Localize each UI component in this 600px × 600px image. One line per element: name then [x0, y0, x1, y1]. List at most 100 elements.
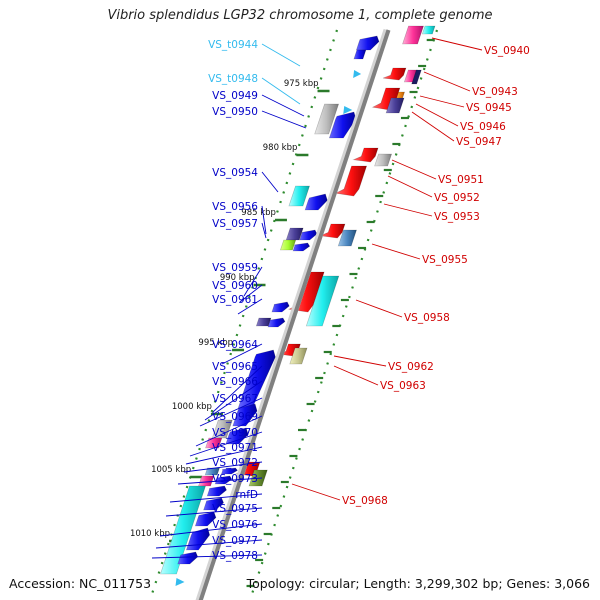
trna-feature	[343, 106, 353, 114]
kbp-tick-label: 975 kbp	[284, 79, 319, 89]
map-title: Vibrio splendidus LGP32 chromosome 1, co…	[107, 8, 493, 23]
label-leader-line	[431, 37, 483, 51]
gene-forward	[334, 165, 368, 197]
gene-label-left[interactable]: rnfD	[235, 489, 258, 501]
gene-reverse	[288, 185, 310, 207]
label-leader-line	[183, 461, 263, 473]
gene-label-left[interactable]: VS_0967	[212, 393, 258, 405]
label-leader-line	[291, 483, 341, 501]
label-leader-line	[237, 298, 263, 315]
kbp-ticks: 975 kbp 980 kbp 985 kbp 990 kbp 995 kbp 1000 …	[130, 38, 435, 588]
gene-label-right[interactable]: VS_0947	[456, 136, 502, 148]
label-leader-line	[415, 103, 459, 127]
gene-label-right[interactable]: VS_0962	[388, 361, 434, 373]
label-leader-line	[261, 110, 307, 129]
label-leader-line	[243, 266, 263, 297]
label-leader-line	[391, 159, 437, 180]
gene-label-left[interactable]: VS_0961	[212, 294, 258, 306]
gene-label-left[interactable]: VS_0975	[212, 503, 258, 515]
gene-forward	[421, 25, 436, 35]
trna-feature	[353, 70, 362, 78]
gene-label-right[interactable]: VS_0955	[422, 254, 468, 266]
trna-feature	[175, 578, 185, 586]
gene-reverse	[279, 239, 297, 251]
label-leader-line	[199, 397, 263, 427]
gene-label-left[interactable]: VS_0970	[212, 427, 258, 439]
label-leader-line	[411, 111, 455, 142]
label-leader-line	[151, 554, 263, 559]
gene-label-right[interactable]: VS_0946	[460, 121, 506, 133]
gene-label-left[interactable]: VS_0977	[212, 535, 258, 547]
label-leader-line	[383, 203, 433, 217]
gene-label-left[interactable]: VS_0959	[212, 262, 258, 274]
gene-reverse	[355, 35, 380, 51]
gene-label-left[interactable]: VS_0956	[212, 201, 258, 213]
kbp-tick-label: 995 kbp	[198, 338, 233, 348]
label-leader-line	[333, 355, 387, 367]
label-leader-line	[261, 77, 301, 105]
label-leader-line	[261, 205, 267, 235]
gene-forward	[411, 69, 422, 85]
gene-label-left[interactable]: VS_0973	[212, 473, 258, 485]
gene-label-left[interactable]: VS_0971	[212, 442, 258, 454]
label-leader-line	[261, 222, 267, 239]
gene-label-right[interactable]: VS_0943	[472, 86, 518, 98]
gene-reverse	[237, 349, 276, 409]
gene-label-left[interactable]: VS_0960	[212, 280, 258, 292]
label-leader-line	[165, 507, 263, 517]
gene-label-right[interactable]: VS_0968	[342, 495, 388, 507]
label-leader-line	[261, 94, 305, 117]
gene-label-right[interactable]: VS_0945	[466, 102, 512, 114]
label-leader-line	[333, 365, 379, 386]
gene-label-left[interactable]: VS_0964	[212, 339, 258, 351]
gene-reverse	[160, 485, 206, 575]
label-leader-line	[261, 171, 279, 193]
genome-backbone-core	[198, 29, 391, 600]
gene-label-left[interactable]: VS_0957	[212, 218, 258, 230]
gene-label-left[interactable]: VS_0966	[212, 376, 258, 388]
gene-label-right[interactable]: VS_0963	[380, 380, 426, 392]
gene-reverse	[203, 497, 224, 511]
label-leaders	[151, 37, 483, 559]
gene-reverse	[271, 301, 290, 313]
gene-label-left[interactable]: VS_0965	[212, 361, 258, 373]
gene-label-right[interactable]: VS_0940	[484, 45, 530, 57]
gene-label-left[interactable]: VS_0950	[212, 106, 258, 118]
label-leader-line	[177, 477, 263, 485]
gene-forward	[305, 275, 340, 327]
topology-text: Topology: circular; Length: 3,299,302 bp…	[246, 576, 590, 591]
gene-label-left[interactable]: VS_0978	[212, 550, 258, 562]
label-leader-line	[212, 365, 263, 413]
gene-label-left[interactable]: VS_0969	[212, 411, 258, 423]
label-leader-line	[387, 175, 433, 198]
gene-label-right[interactable]: VS_0953	[434, 211, 480, 223]
gene-forward	[374, 153, 392, 167]
gene-label-left[interactable]: VS_0972	[212, 457, 258, 469]
label-leader-line	[159, 523, 263, 537]
gene-reverse	[194, 511, 217, 527]
gene-label-left[interactable]: VS_t0948	[208, 73, 258, 85]
gene-label-right[interactable]: VS_0952	[434, 192, 480, 204]
gene-reverse	[221, 467, 238, 475]
gene-label-right[interactable]: VS_0958	[404, 312, 450, 324]
gene-label-left[interactable]: VS_t0944	[208, 39, 258, 51]
label-leader-line	[204, 380, 263, 421]
label-leader-line	[423, 71, 471, 92]
gene-forward	[337, 229, 357, 247]
gene-features	[160, 25, 436, 586]
gene-forward	[385, 97, 405, 114]
label-leader-line	[221, 343, 263, 365]
label-leader-line	[189, 431, 263, 457]
gene-reverse	[314, 103, 339, 135]
gene-reverse	[267, 317, 286, 328]
gene-label-left[interactable]: VS_0954	[212, 167, 258, 179]
kbp-tick-label: 980 kbp	[263, 143, 298, 153]
kbp-tick-label: 985 kbp	[241, 208, 276, 218]
gene-label-left[interactable]: VS_0949	[212, 90, 258, 102]
gene-label-right[interactable]: VS_0951	[438, 174, 484, 186]
gene-reverse	[285, 227, 304, 241]
gene-forward	[402, 25, 424, 45]
gene-label-left[interactable]: VS_0976	[212, 519, 258, 531]
label-leader-line	[185, 446, 263, 465]
